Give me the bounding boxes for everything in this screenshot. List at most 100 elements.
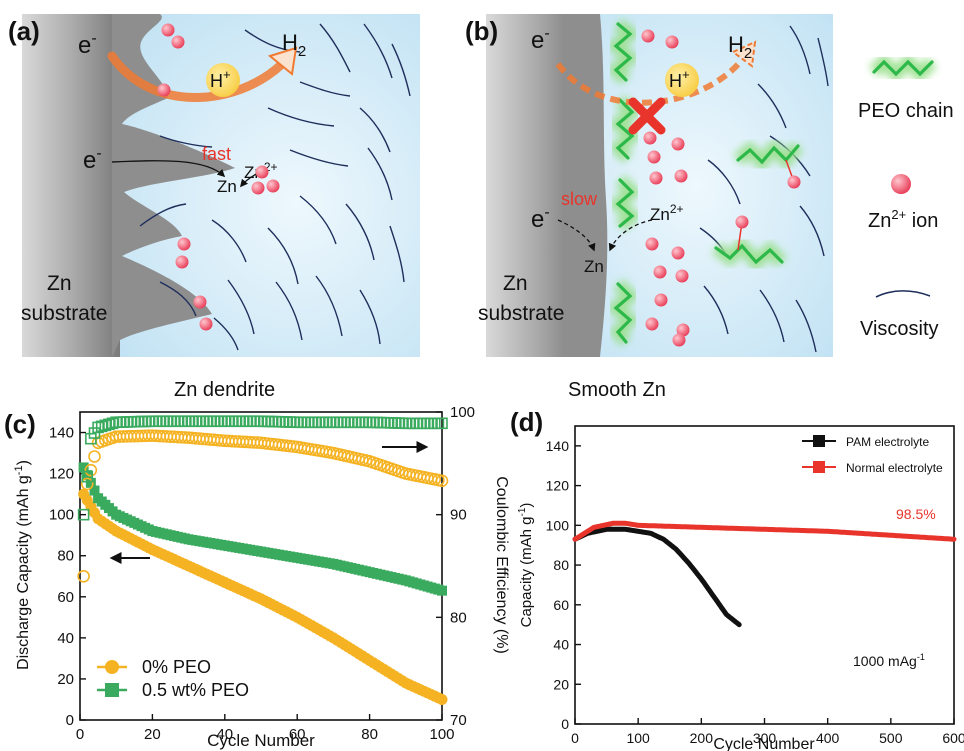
ce-point-0pct	[77, 569, 90, 583]
ce-point-05pct	[428, 417, 441, 430]
electron-label-a2: e-	[83, 145, 102, 174]
zn-ion	[266, 179, 280, 193]
chart-c: (c) 0 20 40 60 80 100 0 20 40 60 80 100 120 140 70 80 90…	[4, 404, 510, 750]
legend-marker-05pct	[105, 683, 119, 697]
ce-point-05pct	[258, 415, 271, 428]
panel-a-schematic: (a) e- H2 H+ fast e- Zn Zn2+ Zn substrat…	[8, 14, 420, 357]
y-tick-label: 0	[561, 716, 569, 732]
legend-label-normal: Normal electrolyte	[846, 461, 943, 475]
ce-point-05pct	[135, 415, 148, 428]
viscosity-line	[359, 289, 381, 345]
viscosity-legend-label: Viscosity	[860, 318, 939, 340]
ce-point-05pct	[139, 415, 151, 428]
zn-ion	[193, 295, 207, 309]
capacity-point-05pct	[89, 485, 100, 496]
legend-marker-normal	[813, 461, 825, 473]
chart-d-series	[572, 520, 957, 628]
zn-ion	[177, 237, 191, 251]
ce-point-05pct	[436, 417, 448, 430]
y-tick-label: 140	[546, 438, 570, 454]
chart-d-legend: PAM electrolyte Normal electrolyte	[802, 435, 943, 475]
y-tick-label: 100	[49, 507, 74, 524]
zn-ion	[665, 35, 679, 49]
ce-point-05pct	[327, 416, 340, 429]
blocked-h2-arrow	[555, 58, 745, 106]
ce-point-05pct	[77, 508, 90, 521]
viscosity-line	[299, 81, 351, 97]
ce-point-05pct	[349, 416, 361, 429]
capacity-point-0pct	[436, 693, 448, 705]
y2-tick-label: 90	[450, 507, 467, 524]
ce-point-05pct	[298, 416, 311, 429]
zn-ion	[647, 150, 661, 164]
ce-point-05pct	[121, 416, 133, 428]
plot-frame	[79, 411, 443, 721]
legend-label-pam: PAM electrolyte	[846, 435, 929, 449]
viscosity-lines-b	[699, 25, 829, 353]
smooth-zn-layer	[564, 14, 608, 357]
ce-point-05pct	[251, 415, 264, 428]
ce-point-05pct	[124, 416, 137, 428]
panel-a-tag: (a)	[8, 16, 40, 46]
viscosity-line	[799, 205, 825, 257]
zn-ion	[643, 131, 657, 145]
viscosity-line	[757, 83, 787, 129]
y-tick-label: 100	[546, 517, 570, 533]
ce-point-05pct	[200, 415, 213, 428]
x-tick-label: 100	[626, 730, 650, 746]
zn-label-a: Zn	[217, 177, 237, 196]
y-tick-label: 40	[553, 637, 569, 653]
viscosity-line	[267, 227, 299, 285]
chart-c-ylabel: Discharge Capacity (mAh g-1)	[13, 460, 32, 670]
ce-point-05pct	[204, 415, 217, 428]
ce-point-05pct	[392, 417, 405, 429]
zn-ion-path-arrow-b	[608, 219, 653, 252]
x-tick-label: 200	[690, 730, 714, 746]
ce-point-05pct	[342, 416, 354, 429]
viscosity-legend-icon	[875, 290, 931, 298]
x-tick-label: 20	[144, 726, 161, 743]
ce-point-05pct	[320, 416, 332, 429]
zn-ion-legend-label: Zn2+ ion	[868, 207, 938, 232]
viscosity-line	[299, 195, 337, 245]
ce-point-05pct	[179, 415, 191, 428]
ce-point-05pct	[407, 417, 419, 430]
chart-d-axes: 0 100 200 300 400 500 600 0 20 40 60 80 100 120 140	[546, 425, 964, 746]
ce-point-05pct	[389, 417, 401, 429]
electron-to-h2-arrow	[107, 51, 287, 102]
legend-label-05pct: 0.5 wt% PEO	[142, 680, 249, 700]
viscosity-line	[367, 147, 393, 201]
ce-point-05pct	[284, 416, 296, 428]
h2-label-b: H2	[728, 32, 752, 62]
ce-point-05pct	[190, 415, 202, 428]
ce-point-05pct	[197, 415, 209, 428]
electron-label-b: e-	[531, 25, 550, 54]
zn-ion	[161, 23, 175, 37]
ce-point-05pct	[403, 417, 416, 430]
peo-chain	[615, 178, 635, 228]
zn-ion	[676, 323, 690, 337]
x-tick-label: 60	[289, 726, 306, 743]
ce-point-05pct	[229, 415, 242, 428]
ce-point-05pct	[150, 415, 162, 428]
viscosity-lines-a	[139, 23, 411, 351]
viscosity-line	[211, 219, 247, 263]
chart-d-xlabel: Cycle Number	[713, 736, 815, 751]
chart-c-xlabel: Cycle Number	[207, 731, 315, 750]
ce-point-05pct	[193, 415, 206, 428]
ce-point-05pct	[186, 415, 199, 428]
zn-ion	[645, 317, 659, 331]
ce-point-05pct	[161, 415, 173, 428]
capacity-point-05pct	[78, 462, 89, 473]
ce-point-05pct	[244, 415, 256, 428]
panel-b-tag: (b)	[465, 16, 498, 46]
zn-ion	[649, 171, 663, 185]
viscosity-line	[275, 281, 303, 341]
ce-point-05pct	[226, 415, 238, 428]
ce-point-05pct	[146, 415, 159, 428]
ce-point-05pct	[385, 417, 398, 429]
ce-point-0pct	[435, 474, 449, 488]
ce-point-05pct	[164, 415, 177, 428]
zn-ions-a	[157, 23, 280, 331]
